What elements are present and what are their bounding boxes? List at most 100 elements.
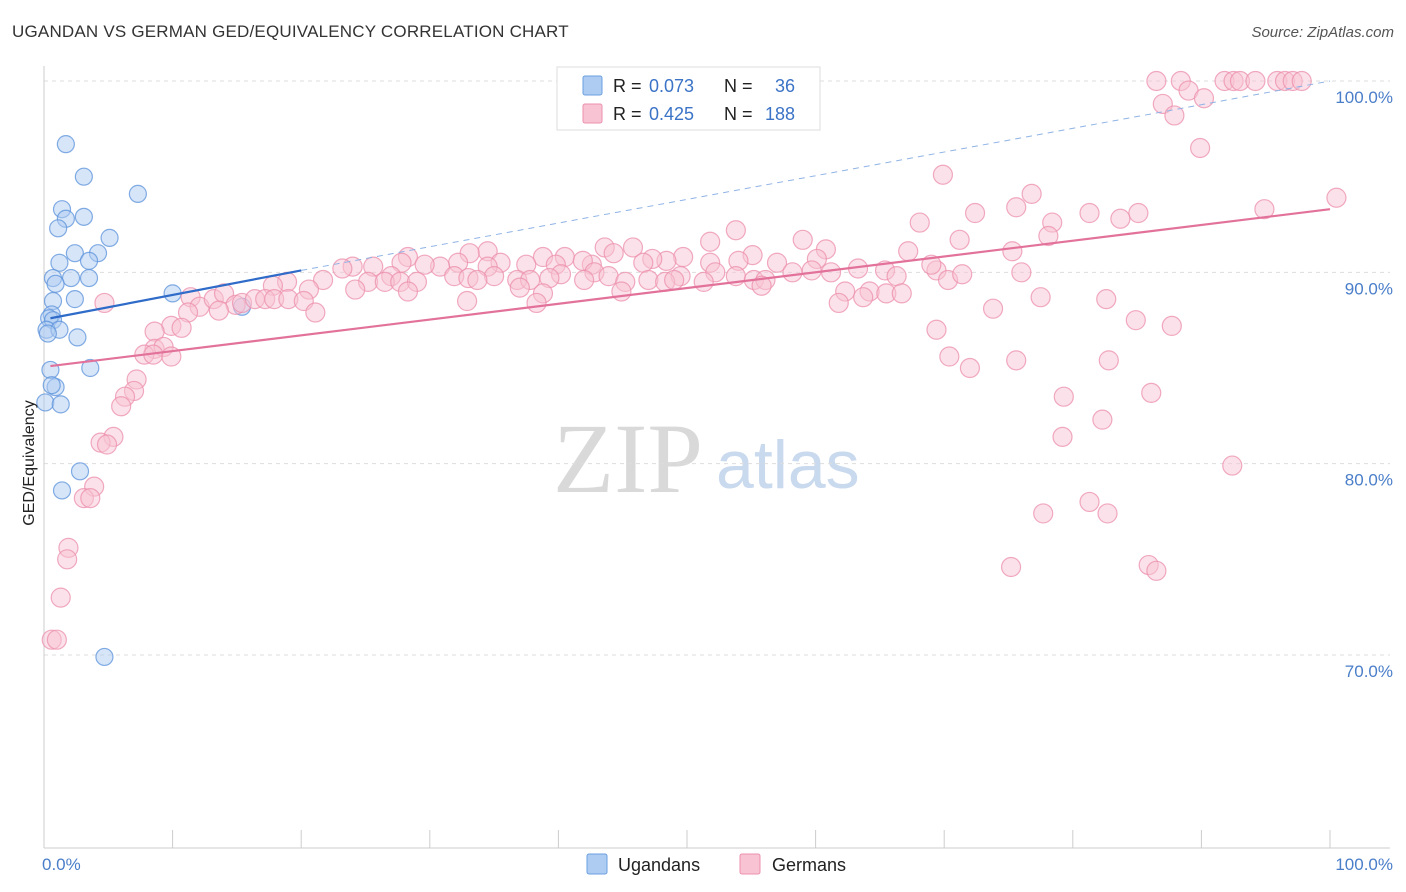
german-point-134 bbox=[456, 290, 478, 312]
ugandan-point-0 bbox=[56, 135, 75, 154]
german-point-135 bbox=[526, 292, 547, 314]
german-point-114 bbox=[853, 287, 874, 308]
german-point-24 bbox=[909, 212, 930, 233]
german-point-42 bbox=[1002, 241, 1023, 262]
x-ticks bbox=[43, 830, 1331, 848]
legend-r-label-ugandans: R = bbox=[613, 76, 642, 96]
german-point-83 bbox=[1011, 262, 1032, 283]
axes bbox=[43, 66, 1390, 849]
german-point-20 bbox=[964, 202, 986, 224]
ugandan-trend-extension bbox=[301, 80, 1331, 271]
ugandan-point-15 bbox=[46, 274, 65, 293]
german-point-150 bbox=[939, 346, 960, 367]
ugandan-point-27 bbox=[81, 358, 100, 378]
watermark-atlas: atlas bbox=[716, 427, 860, 503]
german-point-167 bbox=[1097, 503, 1118, 524]
german-point-165 bbox=[80, 488, 101, 509]
ugandan-point-1 bbox=[74, 167, 93, 186]
german-point-115 bbox=[891, 283, 912, 304]
ugandan-point-8 bbox=[65, 244, 84, 263]
german-point-77 bbox=[820, 262, 842, 283]
german-point-106 bbox=[345, 279, 366, 300]
german-point-9 bbox=[1291, 70, 1312, 92]
german-point-39 bbox=[673, 246, 694, 268]
german-point-154 bbox=[1141, 382, 1162, 403]
ugandan-point-13 bbox=[61, 268, 81, 288]
german-point-22 bbox=[1128, 202, 1149, 224]
source-label: Source: ZipAtlas.com bbox=[1251, 24, 1394, 41]
german-point-68 bbox=[598, 266, 619, 287]
legend-swatch-germans bbox=[582, 103, 603, 124]
german-point-133 bbox=[305, 302, 326, 323]
german-point-19 bbox=[1254, 199, 1275, 220]
y-tick-labels: 70.0% 80.0% 90.0% 100.0% bbox=[1335, 88, 1393, 681]
german-point-84 bbox=[921, 254, 942, 275]
y-tick-label-80: 80.0% bbox=[1345, 471, 1393, 490]
series-legend-swatch-germans bbox=[739, 853, 761, 875]
german-point-32 bbox=[622, 237, 644, 258]
german-point-137 bbox=[982, 298, 1004, 319]
german-point-29 bbox=[792, 229, 813, 250]
german-point-161 bbox=[1052, 426, 1073, 447]
series-legend: Ugandans Germans bbox=[586, 853, 846, 875]
german-point-86 bbox=[312, 269, 334, 291]
german-point-17 bbox=[1326, 187, 1347, 208]
german-point-166 bbox=[1079, 491, 1100, 513]
ugandan-point-26 bbox=[68, 328, 87, 347]
german-trend-line bbox=[50, 208, 1331, 368]
y-tick-label-90: 90.0% bbox=[1345, 279, 1393, 298]
german-point-117 bbox=[1096, 289, 1117, 310]
ugandan-point-33 bbox=[70, 462, 90, 481]
ugandan-point-11 bbox=[79, 251, 99, 270]
german-point-5 bbox=[1245, 70, 1266, 92]
german-point-101 bbox=[693, 271, 714, 292]
german-point-173 bbox=[1146, 560, 1167, 581]
legend-r-value-ugandans: 0.073 bbox=[649, 76, 694, 96]
series-legend-swatch-ugandans bbox=[586, 853, 608, 875]
german-point-132 bbox=[171, 317, 192, 338]
german-points bbox=[41, 70, 1347, 650]
german-point-110 bbox=[611, 281, 632, 302]
german-point-85 bbox=[952, 264, 973, 285]
german-point-45 bbox=[766, 252, 788, 273]
series-legend-label-germans: Germans bbox=[772, 855, 846, 875]
ugandan-point-35 bbox=[95, 647, 114, 667]
ugandan-point-17 bbox=[65, 290, 84, 309]
german-point-18 bbox=[1006, 197, 1027, 218]
ugandan-point-31 bbox=[36, 393, 55, 412]
german-point-14 bbox=[1190, 137, 1211, 159]
german-point-11 bbox=[1193, 88, 1215, 109]
german-point-23 bbox=[1110, 208, 1131, 229]
x-tick-label-left: 0.0% bbox=[42, 855, 81, 874]
ugandan-point-25 bbox=[38, 324, 57, 343]
german-point-27 bbox=[949, 229, 970, 250]
chart-title: UGANDAN VS GERMAN GED/EQUIVALENCY CORREL… bbox=[12, 22, 569, 41]
german-point-153 bbox=[1098, 350, 1119, 371]
ugandan-point-30 bbox=[42, 376, 61, 395]
german-point-43 bbox=[898, 241, 919, 262]
legend-r-value-germans: 0.425 bbox=[649, 104, 694, 124]
legend-n-label-ugandans: N = bbox=[724, 76, 753, 96]
german-point-139 bbox=[926, 319, 947, 340]
ugandan-trend-line bbox=[50, 269, 302, 320]
stats-legend: R = 0.073 N = 36 R = 0.425 N = 188 bbox=[556, 66, 821, 131]
legend-n-value-germans: 188 bbox=[765, 104, 795, 124]
trend-lines bbox=[50, 80, 1331, 368]
legend-n-value-ugandans: 36 bbox=[775, 76, 795, 96]
german-point-107 bbox=[397, 281, 419, 302]
german-point-76 bbox=[801, 260, 822, 281]
german-point-21 bbox=[1079, 202, 1100, 224]
ugandan-point-4 bbox=[74, 207, 93, 226]
german-point-170 bbox=[57, 549, 78, 570]
y-tick-label-100: 100.0% bbox=[1335, 88, 1393, 107]
x-tick-label-right: 100.0% bbox=[1335, 855, 1393, 874]
german-point-102 bbox=[751, 275, 772, 296]
ugandan-point-32 bbox=[51, 395, 70, 414]
ugandan-point-28 bbox=[41, 360, 60, 380]
y-axis-label: GED/Equivalency bbox=[21, 400, 38, 525]
german-point-93 bbox=[467, 269, 488, 291]
german-point-0 bbox=[1146, 70, 1167, 92]
grid-lines bbox=[44, 80, 1390, 656]
german-point-97 bbox=[574, 269, 595, 291]
german-point-28 bbox=[1038, 225, 1059, 247]
